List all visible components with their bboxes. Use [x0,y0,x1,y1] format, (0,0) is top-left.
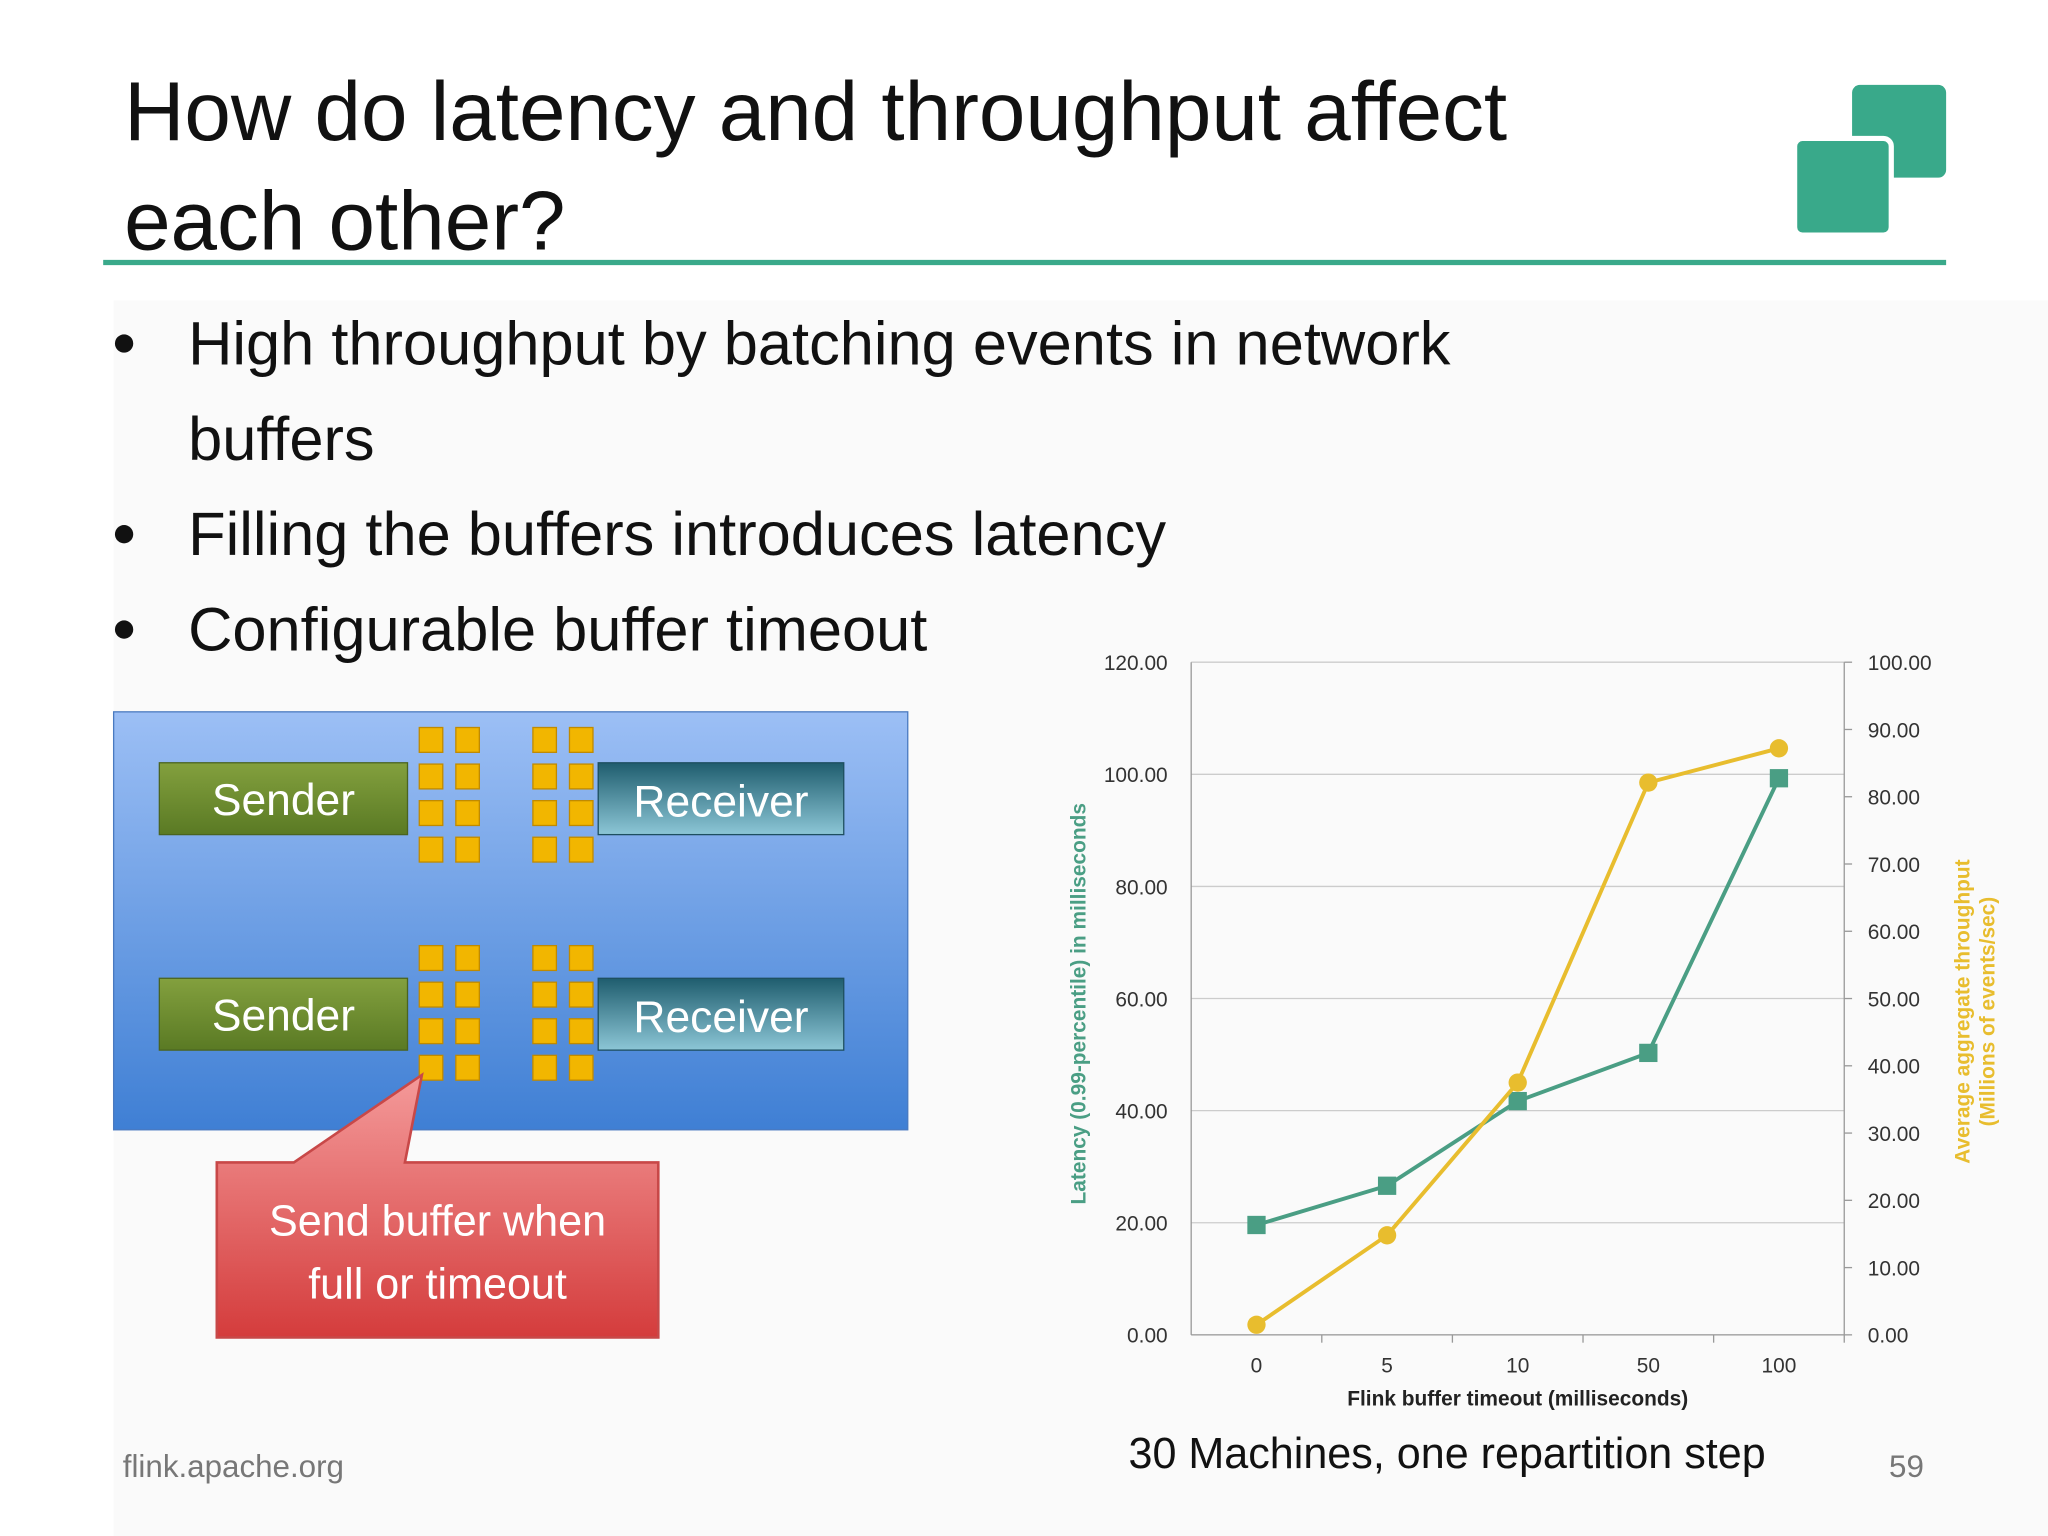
x-tick-label: 5 [1381,1355,1393,1378]
point-marker [1377,1226,1397,1245]
point-marker [1508,1073,1527,1092]
title-line: How do latency and throughput affect [124,64,1507,158]
buffer-slot [532,800,558,827]
y-tick-label: 60.00 [1115,988,1167,1011]
bullet-dot [114,620,134,639]
point-marker [1639,1043,1658,1063]
y2-tick-label: 0.00 [1868,1325,1909,1348]
buffer-slot [455,944,480,972]
buffer-slot [455,726,480,753]
bullet-dot [114,525,134,544]
y-tick-label: 40.00 [1115,1100,1167,1123]
buffer-slot [568,981,594,1008]
callout-text: full or timeout [308,1260,567,1308]
buffer-slot [418,763,444,790]
buffer-slot [418,800,444,827]
buffer-slot [418,1018,444,1045]
y2-tick-label: 40.00 [1868,1056,1920,1079]
y-tick-label: 0.00 [1127,1325,1168,1348]
y2-tick-label: 60.00 [1868,921,1920,944]
buffer-slot [532,726,558,753]
y2-tick-label: 80.00 [1868,787,1920,810]
buffer-slot [455,763,480,790]
y2-tick-label: 100.00 [1868,652,1932,675]
buffer-slot [455,1018,480,1045]
buffer-slot [568,726,594,753]
page-number: 59 [1889,1449,1924,1484]
buffer-slot [568,1054,594,1081]
point-marker [1769,769,1789,788]
title-line: each other? [124,173,565,267]
y2-tick-label: 20.00 [1868,1190,1920,1213]
y-tick-label: 20.00 [1115,1213,1167,1236]
bullet-text: High throughput by batching events in ne… [188,309,1451,378]
sender-label: Sender [212,776,355,825]
diagram: Sender Receiver Sender Receiver [158,726,845,1081]
chart: 0.00 20.00 40.00 60.00 80.00 100.00 120.00 0.00… [1067,652,1999,1410]
y-tick-label: 100.00 [1104,764,1168,787]
logo-square [1791,135,1894,238]
buffer-slot [532,981,558,1008]
buffer-slot [418,726,444,753]
y2-tick-label: 50.00 [1868,988,1920,1011]
bullet-text: Configurable buffer timeout [188,595,927,664]
buffer-slot [568,763,594,790]
sender-box [158,762,409,836]
x-tick-label: 100 [1762,1355,1797,1378]
x-tick-label: 0 [1251,1355,1263,1378]
bullet-list: High throughput by batching events in ne… [114,309,1451,664]
y-axis-title: Latency (0.99-percentile) in millisecond… [1067,803,1090,1204]
buffer-slot [455,981,480,1008]
point-marker [1639,773,1658,792]
buffer-slot [455,800,480,827]
buffer-slot [532,944,558,972]
buffer-slot [418,836,444,863]
x-tick-label: 50 [1637,1355,1660,1378]
callout-text: Send buffer when [269,1198,606,1246]
receiver-label: Receiver [633,777,808,826]
sender-label: Sender [212,992,355,1041]
y2-tick-label: 90.00 [1868,719,1920,742]
buffer-slot [532,836,558,863]
buffer-slot [418,944,444,972]
y2-axis-title: Average aggregate throughput [1952,859,1975,1163]
y2-tick-label: 10.00 [1868,1257,1920,1280]
x-tick-label: 10 [1506,1355,1529,1378]
bullet-text: Filling the buffers introduces latency [188,500,1166,569]
x-axis-title: Flink buffer timeout (milliseconds) [1347,1387,1688,1410]
caption: 30 Machines, one repartition step [1128,1430,1765,1478]
callout-box [215,1072,660,1339]
receiver-box [597,977,845,1051]
buffer-slot [418,981,444,1008]
y-tick-label: 80.00 [1115,876,1167,899]
buffer-slot [455,836,480,863]
buffer-slot [455,1054,480,1081]
point-marker [1247,1215,1266,1235]
y-tick-label: 120.00 [1104,652,1168,675]
buffer-slot [568,836,594,863]
point-marker [1508,1091,1527,1111]
buffer-slot [568,944,594,972]
receiver-label: Receiver [633,993,808,1042]
point-marker [1377,1176,1397,1195]
point-marker [1247,1315,1266,1334]
sender-box [158,977,409,1051]
buffer-slot [418,1054,444,1081]
y2-axis-title: (Millions of events/sec) [1976,897,1999,1127]
buffer-slot [532,763,558,790]
footer-source: flink.apache.org [123,1449,344,1484]
y2-tick-label: 30.00 [1868,1123,1920,1146]
buffer-slot [532,1054,558,1081]
y2-tick-label: 70.00 [1868,854,1920,877]
buffer-slot [532,1018,558,1045]
bullet-text: buffers [188,405,375,474]
buffer-slot [568,1018,594,1045]
buffer-slot [568,800,594,827]
point-marker [1769,739,1789,758]
bullet-dot [114,334,134,353]
receiver-box [597,762,845,836]
